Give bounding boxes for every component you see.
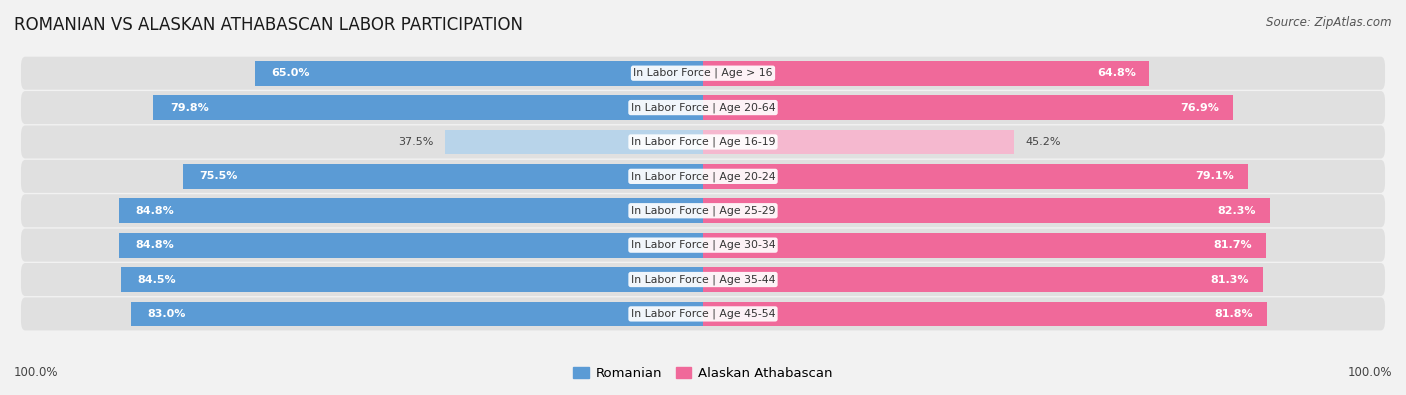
Text: 79.1%: 79.1% xyxy=(1195,171,1234,181)
Text: In Labor Force | Age 45-54: In Labor Force | Age 45-54 xyxy=(631,308,775,319)
Bar xyxy=(703,233,1265,258)
Bar xyxy=(131,301,703,326)
Text: In Labor Force | Age 20-64: In Labor Force | Age 20-64 xyxy=(631,102,775,113)
Text: 82.3%: 82.3% xyxy=(1218,206,1256,216)
Bar xyxy=(703,95,1233,120)
FancyBboxPatch shape xyxy=(21,91,1385,124)
FancyBboxPatch shape xyxy=(21,126,1385,158)
Text: ROMANIAN VS ALASKAN ATHABASCAN LABOR PARTICIPATION: ROMANIAN VS ALASKAN ATHABASCAN LABOR PAR… xyxy=(14,16,523,34)
Bar xyxy=(703,164,1249,189)
Bar xyxy=(703,267,1263,292)
Text: 76.9%: 76.9% xyxy=(1180,103,1219,113)
Bar xyxy=(703,198,1270,223)
Bar xyxy=(183,164,703,189)
FancyBboxPatch shape xyxy=(21,160,1385,193)
Text: 79.8%: 79.8% xyxy=(170,103,208,113)
Legend: Romanian, Alaskan Athabascan: Romanian, Alaskan Athabascan xyxy=(568,362,838,386)
Text: 45.2%: 45.2% xyxy=(1025,137,1062,147)
Bar xyxy=(121,267,703,292)
Text: 75.5%: 75.5% xyxy=(200,171,238,181)
Bar xyxy=(444,130,703,154)
Text: 84.8%: 84.8% xyxy=(135,240,174,250)
Text: Source: ZipAtlas.com: Source: ZipAtlas.com xyxy=(1267,16,1392,29)
Text: 84.8%: 84.8% xyxy=(135,206,174,216)
Bar xyxy=(703,61,1150,86)
Text: 83.0%: 83.0% xyxy=(148,309,186,319)
Text: 81.7%: 81.7% xyxy=(1213,240,1253,250)
Text: In Labor Force | Age 35-44: In Labor Force | Age 35-44 xyxy=(631,274,775,285)
Text: 81.3%: 81.3% xyxy=(1211,275,1250,284)
FancyBboxPatch shape xyxy=(21,57,1385,90)
Text: In Labor Force | Age 16-19: In Labor Force | Age 16-19 xyxy=(631,137,775,147)
FancyBboxPatch shape xyxy=(21,194,1385,227)
Text: In Labor Force | Age 30-34: In Labor Force | Age 30-34 xyxy=(631,240,775,250)
Text: In Labor Force | Age 25-29: In Labor Force | Age 25-29 xyxy=(631,205,775,216)
Bar xyxy=(703,130,1014,154)
Bar xyxy=(118,198,703,223)
Text: 100.0%: 100.0% xyxy=(14,366,59,379)
Bar xyxy=(118,233,703,258)
Text: 37.5%: 37.5% xyxy=(398,137,433,147)
Text: 65.0%: 65.0% xyxy=(271,68,311,78)
Bar xyxy=(153,95,703,120)
Bar xyxy=(256,61,703,86)
Text: 84.5%: 84.5% xyxy=(138,275,176,284)
FancyBboxPatch shape xyxy=(21,263,1385,296)
FancyBboxPatch shape xyxy=(21,297,1385,330)
Text: 100.0%: 100.0% xyxy=(1347,366,1392,379)
FancyBboxPatch shape xyxy=(21,229,1385,261)
Text: 64.8%: 64.8% xyxy=(1097,68,1136,78)
Bar xyxy=(703,301,1267,326)
Text: In Labor Force | Age > 16: In Labor Force | Age > 16 xyxy=(633,68,773,79)
Text: In Labor Force | Age 20-24: In Labor Force | Age 20-24 xyxy=(631,171,775,182)
Text: 81.8%: 81.8% xyxy=(1215,309,1253,319)
